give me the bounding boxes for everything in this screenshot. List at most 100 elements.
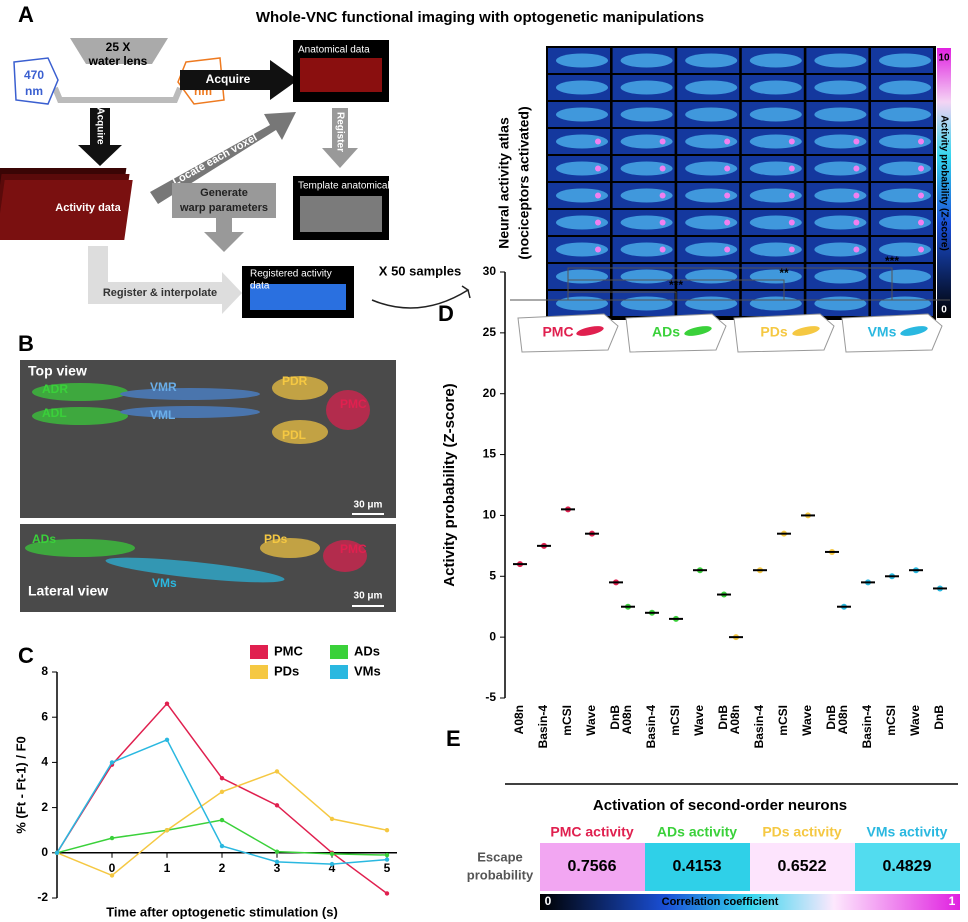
atlas-signal (724, 138, 731, 145)
samples-text: X 50 samples (379, 263, 461, 278)
atlas-signal (749, 161, 802, 176)
y-tick-label: 30 (483, 264, 497, 278)
atlas-signal (595, 219, 601, 226)
colorbar-tick: 1 (949, 894, 956, 908)
atlas-signal (918, 246, 924, 253)
atlas-signal (788, 192, 795, 199)
y-tick-label: 6 (41, 709, 48, 723)
column-header: ADs activity (657, 824, 737, 840)
x-tick-label: 0 (109, 861, 116, 875)
y-tick-label: 0 (41, 845, 48, 859)
atlas-signal (749, 53, 802, 68)
legend-label: VMs (354, 663, 381, 678)
point (164, 828, 170, 833)
y-tick-label: 0 (489, 629, 496, 643)
line (56, 770, 388, 877)
atlas-signal (814, 161, 867, 176)
atlas-signal (556, 107, 608, 122)
atlas-signal (556, 134, 608, 149)
atlas-signal (788, 138, 795, 145)
legend-swatch (330, 645, 348, 659)
atlas-signal (620, 242, 673, 257)
atlas-signal (918, 165, 924, 172)
atlas-signal (918, 192, 924, 199)
scale-label: 30 μm (354, 500, 383, 511)
atlas-signal (724, 192, 731, 199)
atlas-signal (918, 138, 924, 145)
y-tick-label: 5 (489, 568, 496, 582)
panel-label: C (18, 643, 34, 668)
atlas-signal (879, 134, 931, 149)
atlas-signal (659, 138, 666, 145)
group-icon (625, 313, 727, 353)
panel-label: E (446, 726, 461, 751)
image-label: Activity data (55, 202, 121, 214)
atlas-title: (nociceptors activated) (516, 106, 532, 259)
y-tick-label: -2 (37, 890, 48, 904)
image-label: Anatomical data (298, 45, 370, 56)
x-tick-label: DnB (932, 705, 946, 730)
arrow-text: Locate each voxel (171, 132, 260, 188)
objective-text: 25 X (106, 40, 131, 54)
activity-stack (0, 168, 133, 240)
arrow (150, 112, 296, 204)
objective-text: water lens (88, 54, 148, 68)
atlas-signal (814, 215, 867, 230)
point (54, 850, 60, 855)
atlas-signal (685, 188, 738, 203)
region-label: ADL (42, 406, 67, 420)
x-tick-label: A08n (620, 705, 634, 734)
atlas-signal (853, 165, 860, 172)
atlas-signal (879, 161, 931, 176)
group-label: ADs (652, 324, 680, 340)
atlas-signal (556, 215, 608, 230)
point (109, 760, 115, 765)
atlas-signal (685, 107, 738, 122)
colorbar-tick: 0 (545, 894, 552, 908)
point (164, 737, 170, 742)
legend-swatch (330, 665, 348, 679)
arrow (88, 246, 242, 314)
line (56, 819, 388, 856)
atlas-signal (685, 215, 738, 230)
point (274, 849, 280, 854)
image (300, 58, 382, 92)
atlas-signal (595, 246, 601, 253)
x-tick-label: 2 (219, 861, 226, 875)
group-icon (841, 313, 943, 353)
atlas-signal (749, 80, 802, 95)
point (329, 851, 335, 857)
atlas-signal (749, 296, 802, 311)
x-tick-label: DnB (824, 705, 838, 730)
legend-swatch (250, 665, 268, 679)
atlas-signal (620, 80, 673, 95)
region-label: PMC (340, 397, 367, 411)
panel-label: B (18, 331, 34, 356)
x-axis-label: Time after optogenetic stimulation (s) (106, 904, 338, 919)
point (164, 701, 170, 706)
region-label: VMR (150, 380, 177, 394)
laser-text: nm (25, 84, 43, 98)
x-tick-label: A08n (728, 705, 742, 734)
x-tick-label: 1 (164, 861, 171, 875)
group-icon-region (684, 326, 712, 336)
view-title: Top view (28, 363, 87, 379)
atlas-signal (788, 219, 795, 226)
cell-value: 0.6522 (778, 858, 827, 875)
atlas-signal (853, 219, 860, 226)
atlas-signal (814, 134, 867, 149)
laser-text: 470 (24, 68, 44, 82)
atlas-signal (879, 188, 931, 203)
x-tick-label: A08n (512, 705, 526, 734)
y-tick-label: 8 (41, 664, 48, 678)
atlas-signal (853, 246, 860, 253)
atlas-signal (724, 246, 731, 253)
atlas-signal (879, 215, 931, 230)
atlas-signal (724, 219, 731, 226)
group-icon-region (900, 326, 928, 336)
legend-label: PDs (274, 663, 299, 678)
point (219, 817, 225, 823)
x-tick-label: mCSI (668, 705, 682, 736)
region-overlays (25, 376, 370, 583)
colorbar (540, 894, 960, 910)
